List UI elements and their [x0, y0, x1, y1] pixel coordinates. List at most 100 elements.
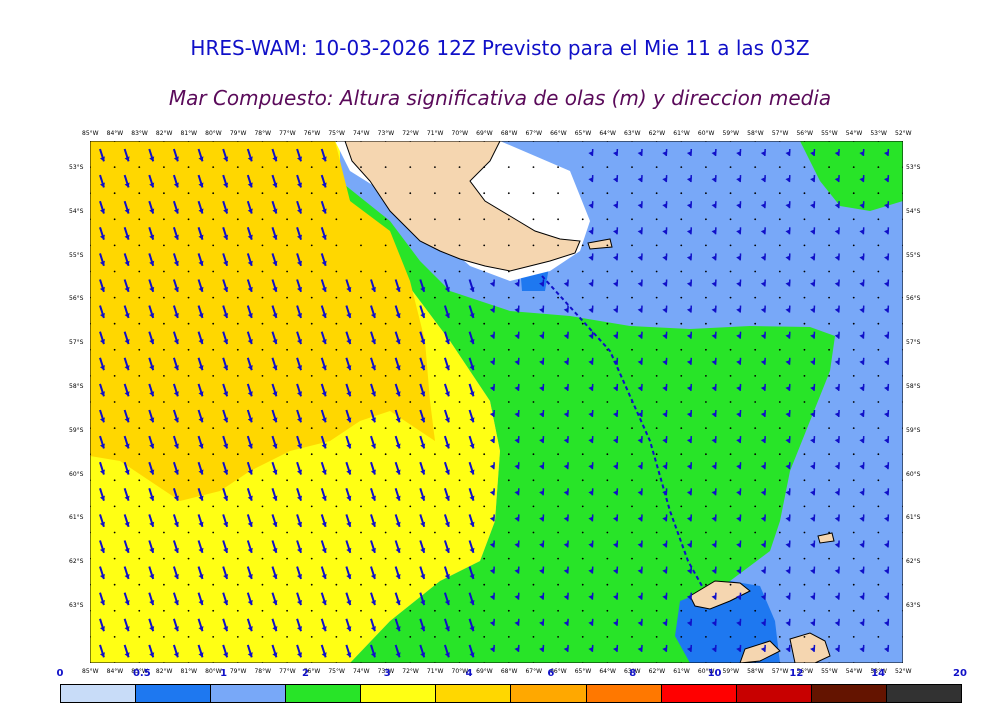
wave-arrow [489, 514, 495, 522]
grid-dot [113, 244, 116, 247]
wave-arrow [394, 566, 401, 580]
wave-arrow [883, 253, 890, 261]
wave-arrow [637, 436, 643, 444]
grid-dot [458, 583, 461, 586]
wave-arrow [271, 618, 278, 632]
wave-arrow [711, 357, 717, 365]
grid-dot [532, 166, 535, 168]
wave-arrow [785, 462, 791, 470]
grid-dot [877, 192, 880, 195]
colorbar-segment [886, 685, 961, 702]
wave-arrow [539, 462, 545, 470]
grid-dot [261, 453, 264, 456]
grid-dot [113, 557, 116, 560]
longitude-label: 62°W [648, 130, 666, 137]
wave-arrow [197, 514, 204, 528]
grid-dot [532, 348, 535, 351]
wave-arrow [588, 618, 594, 626]
colorbar-tick-label: 12 [789, 668, 804, 679]
wave-arrow [637, 383, 643, 391]
grid-dot [187, 557, 190, 560]
grid-dot [458, 427, 461, 429]
grid-dot [532, 479, 535, 482]
wave-arrow [197, 644, 204, 658]
grid-dot [138, 296, 141, 299]
grid-dot [212, 244, 215, 247]
wave-arrow [736, 305, 742, 313]
wave-arrow [662, 253, 668, 261]
longitude-label: 77°W [279, 130, 296, 137]
grid-dot [187, 322, 190, 325]
grid-dot [557, 453, 559, 456]
grid-dot [606, 244, 609, 247]
wave-arrow [588, 383, 594, 391]
grid-dot [803, 270, 806, 273]
wave-arrow [686, 409, 693, 418]
grid-dot [778, 531, 781, 534]
grid-dot [286, 479, 288, 482]
wave-arrow [612, 175, 619, 183]
latitude-label: 62°S [69, 558, 84, 566]
wave-arrow [736, 357, 742, 365]
grid-dot [434, 348, 436, 351]
grid-dot [236, 244, 239, 247]
wave-arrow [785, 618, 791, 626]
wave-arrow [686, 488, 693, 496]
wave-arrow [588, 148, 594, 157]
wave-arrow [883, 383, 890, 391]
wave-arrow [271, 461, 278, 475]
wave-arrow [883, 488, 890, 496]
wave-arrow [419, 592, 426, 606]
longitude-label: 63°W [624, 130, 641, 137]
grid-dot [557, 531, 559, 534]
grid-dot [606, 583, 609, 586]
wave-arrow [686, 566, 693, 574]
wave-arrow [246, 305, 253, 319]
grid-dot [409, 557, 412, 560]
grid-dot [335, 427, 338, 429]
grid-dot [113, 479, 116, 482]
grid-dot [310, 427, 313, 429]
grid-dot [138, 427, 141, 429]
wave-arrow [785, 305, 791, 313]
grid-dot [113, 322, 116, 325]
wave-arrow [271, 357, 278, 371]
wave-arrow [711, 488, 717, 496]
wave-arrow [686, 462, 693, 470]
wave-arrow [785, 331, 791, 339]
wave-arrow [612, 331, 619, 339]
grid-dot [557, 479, 559, 482]
grid-dot [680, 557, 683, 560]
wave-arrow [514, 436, 520, 444]
grid-dot [409, 401, 412, 403]
grid-dot [335, 453, 338, 456]
grid-dot [483, 609, 486, 612]
grid-dot [138, 192, 141, 195]
wave-arrow [320, 279, 327, 293]
wave-arrow [859, 357, 865, 365]
wave-arrow [296, 566, 303, 580]
grid-dot [163, 557, 165, 560]
grid-dot [286, 583, 288, 586]
wave-arrow [637, 566, 643, 574]
grid-dot [434, 244, 436, 247]
wave-arrow [489, 357, 495, 365]
grid-dot [655, 427, 658, 429]
grid-dot [828, 609, 830, 612]
grid-dot [754, 557, 757, 560]
grid-dot [434, 401, 436, 403]
longitude-label: 70°W [451, 668, 469, 675]
wave-arrow [588, 331, 594, 339]
grid-dot [113, 401, 116, 403]
grid-dot [507, 348, 510, 351]
wave-arrow [859, 227, 865, 235]
grid-dot [483, 557, 486, 560]
wave-arrow [443, 279, 450, 293]
wave-arrow [489, 305, 495, 313]
grid-dot [655, 401, 658, 403]
wave-arrow [736, 253, 742, 261]
wave-arrow [686, 305, 693, 313]
wave-arrow [662, 436, 668, 444]
wave-arrow [320, 383, 327, 397]
wave-arrow [197, 253, 204, 267]
